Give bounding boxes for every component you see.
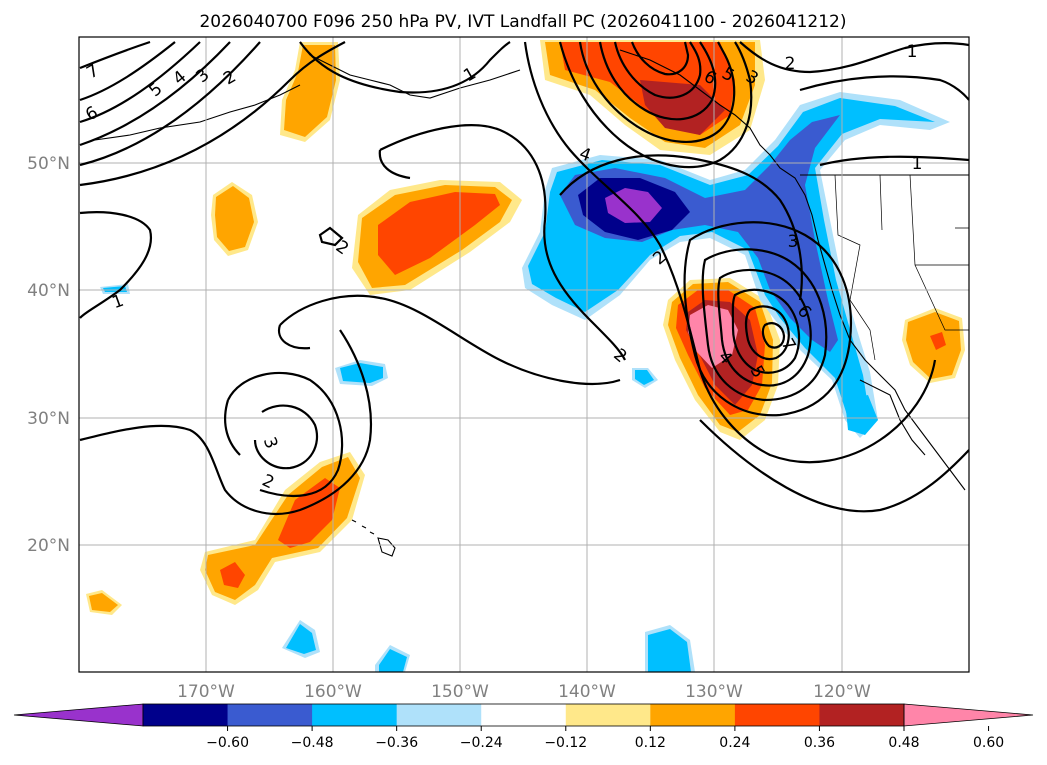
mexico-coast [859,379,926,456]
colorbar-tick-label: 0.24 [719,735,750,751]
north-america-coast [619,49,966,491]
colorbar-segment [565,704,651,726]
colorbar-tick-label: 0.48 [888,735,919,751]
lat-label-20n: 20°N [27,536,70,556]
lon-label-120w: 120°W [813,682,871,702]
positive-anomaly-north [540,40,765,155]
lon-label-140w: 140°W [558,682,616,702]
colorbar-segment [650,704,736,726]
colorbar-tick-label: 0.36 [804,735,835,751]
colorbar-segment [819,704,905,726]
colorbar-segment [481,704,567,726]
coastlines [94,41,969,557]
lat-label-50n: 50°N [27,154,70,174]
hawaii-big-island [377,537,396,557]
hawaii-islands [351,519,375,535]
lon-label-160w: 160°W [304,682,362,702]
colorbar-segment [227,704,313,726]
positive-anomaly-subtropical [200,452,365,605]
positive-anomaly-central-pacific [352,180,522,295]
aleutian-coast [299,41,521,99]
colorbar-tick-label: 0.60 [973,735,1004,751]
pc-shading [86,40,965,672]
colorbar-tick-label: −0.12 [544,735,587,751]
figure-title: 2026040700 F096 250 hPa PV, IVT Landfall… [199,12,846,32]
state-borders [834,174,969,361]
colorbar-segment [396,704,482,726]
colorbar-tick-label: 0.12 [635,735,666,751]
colorbar-tick-label: −0.48 [291,735,334,751]
contour-label: 3 [788,232,799,252]
colorbar-frame [142,703,905,727]
contour-label: 1 [912,154,923,174]
map-frame [78,36,970,673]
colorbar: −0.60 −0.48 −0.36 −0.24 −0.12 0.12 0.24 0.36 0.4… [13,703,1034,751]
lon-label-170w: 170°W [177,682,235,702]
colorbar-extend-high [903,703,1034,727]
lat-label-30n: 30°N [27,409,70,429]
lon-label-150w: 150°W [431,682,489,702]
colorbar-extend-low [13,703,144,727]
colorbar-segment [143,704,229,726]
negative-anomaly-jet [522,92,950,438]
lon-label-130w: 130°W [685,682,743,702]
pv-contours [79,40,969,515]
gridlines [79,37,969,672]
contour-label: 2 [785,54,796,74]
colorbar-segment [734,704,820,726]
colorbar-tick-label: −0.36 [375,735,418,751]
colorbar-tick-label: −0.60 [206,735,249,751]
colorbar-segment [312,704,398,726]
longitude-labels: 170°W 160°W 150°W 140°W 130°W 120°W [177,682,871,702]
aleutian-islands [94,84,301,141]
lat-label-40n: 40°N [27,281,70,301]
latitude-labels: 50°N 40°N 30°N 20°N [27,154,70,556]
colorbar-tick-label: −0.24 [460,735,503,751]
contour-label: 1 [907,42,918,62]
